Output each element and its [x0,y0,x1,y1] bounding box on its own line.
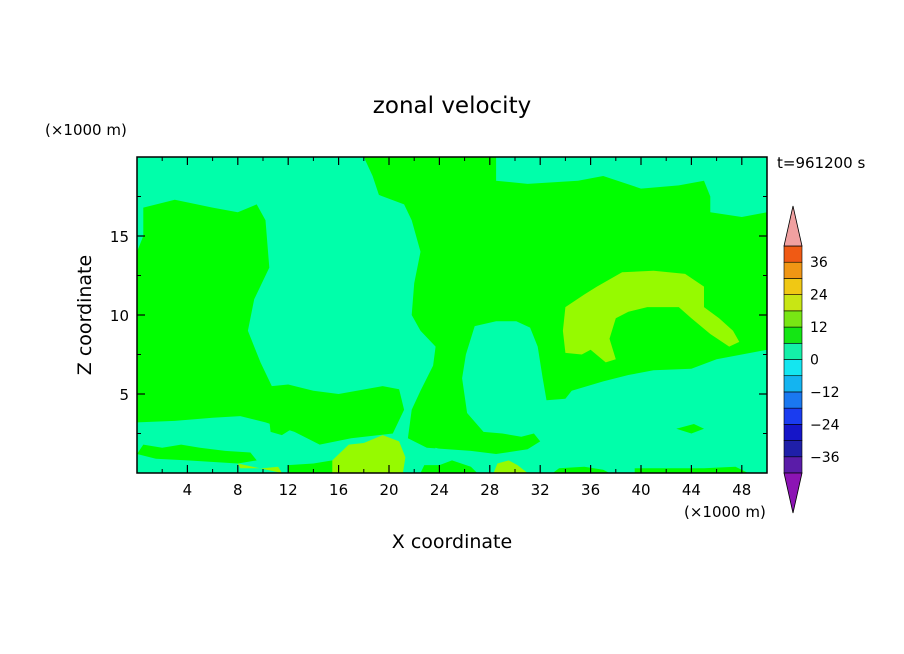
x-tick-label: 16 [329,481,348,499]
x-tick-label: 20 [379,481,398,499]
colorbar-tick-label: 24 [810,288,828,304]
y-tick-label: 10 [110,307,129,325]
contour-region [433,447,441,456]
colorbar-segment [783,278,803,295]
contour-region [137,444,257,464]
y-tick-label: 15 [110,228,129,246]
x-tick-label: 4 [183,481,193,499]
contour-region [562,270,740,363]
colorbar-segment [783,342,803,360]
y-unit-label: (×1000 m) [45,121,127,139]
colorbar-segment [783,375,803,393]
contour-region [332,435,406,473]
colorbar-tick-label: −24 [810,417,840,433]
contour-region [342,327,384,371]
colorbar-segment [783,359,803,377]
x-axis-ticks: 4 8 12 16 20 24 28 32 36 40 44 48 [161,157,751,499]
contour-region [493,460,528,473]
x-tick-label: 40 [631,481,650,499]
contour-region [552,466,610,473]
chart-title: zonal velocity [373,93,531,119]
colorbar-segment [783,326,803,344]
y-axis-label: Z coordinate [74,255,96,375]
x-tick-label: 28 [480,481,499,499]
colorbar-segment [783,261,803,279]
colorbar-tick-label: −12 [810,385,840,401]
x-axis-label: X coordinate [392,531,512,553]
time-label: t=961200 s [777,154,865,172]
contour-region [676,424,704,434]
colorbar-tick-label: 0 [810,353,819,369]
contour-region [269,416,292,436]
colorbar-tick-label: 12 [810,320,828,336]
colorbar-segment [783,294,803,312]
colorbar-segment [783,424,803,441]
colorbar-segment [783,456,803,474]
colorbar-segment [783,440,803,458]
x-tick-label: 44 [682,481,701,499]
colorbar-segment [783,407,803,425]
contour-region [237,463,282,473]
contour-region [420,460,478,473]
x-tick-label: 8 [233,481,243,499]
x-tick-label: 48 [732,481,751,499]
y-tick-label: 5 [119,386,129,404]
y-axis-ticks: 5 10 15 [110,196,767,434]
x-tick-label: 36 [581,481,600,499]
colorbar-segment [783,391,803,409]
contour-region [137,460,160,473]
colorbar-tick-label: 36 [810,255,828,271]
colorbar-segment [783,245,803,263]
contour-field [137,157,767,473]
colorbar: 36 24 12 0 −12 −24 −36 [783,205,840,514]
x-unit-label: (×1000 m) [684,503,766,521]
x-tick-label: 24 [430,481,449,499]
contour-region [137,199,405,445]
colorbar-under-arrow [783,472,803,514]
x-tick-label: 12 [279,481,298,499]
colorbar-tick-label: −36 [810,450,840,466]
colorbar-over-arrow [783,205,803,247]
contour-region [363,157,767,454]
colorbar-segment [783,310,803,328]
x-tick-label: 32 [531,481,550,499]
contour-region [567,458,589,467]
